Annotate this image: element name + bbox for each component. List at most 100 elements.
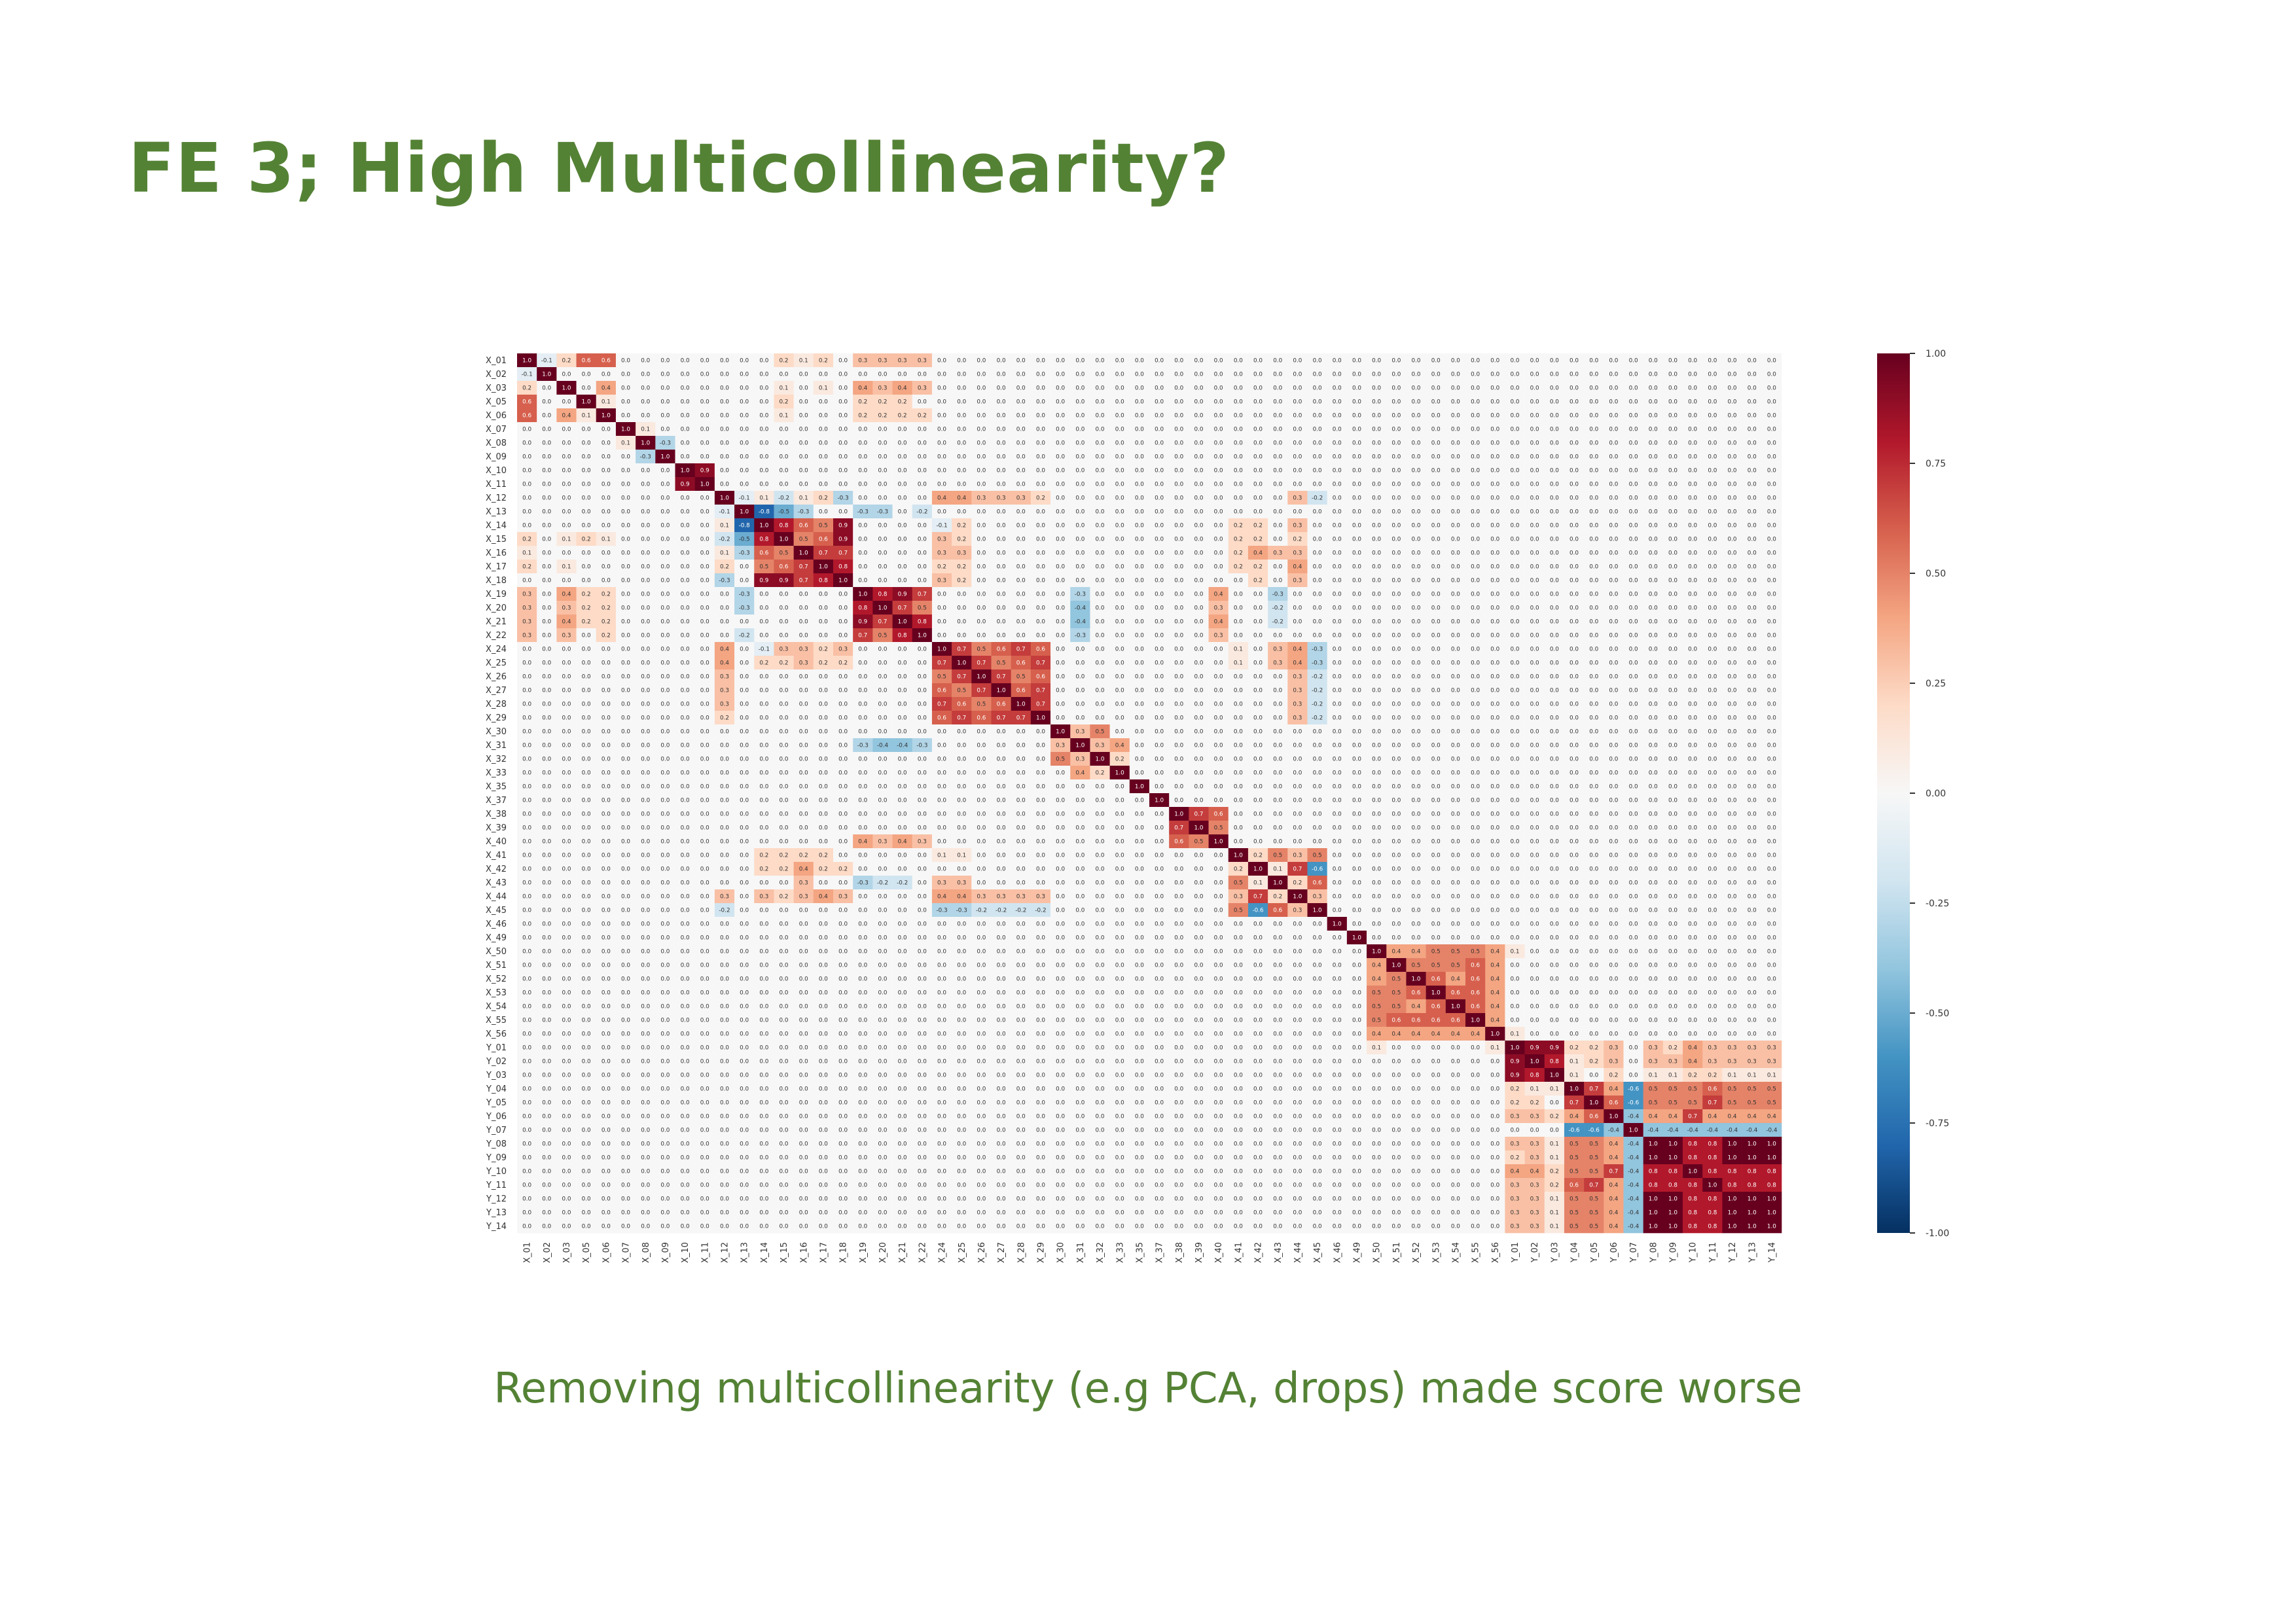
heatmap-cell — [853, 395, 873, 409]
heatmap-cell-label: 0.0 — [838, 757, 848, 763]
heatmap-cell-label: 0.0 — [1096, 647, 1105, 653]
heatmap-cell-label: 0.0 — [740, 399, 749, 406]
heatmap-cell-label: 0.0 — [1391, 688, 1401, 694]
heatmap-cell-label: 0.0 — [681, 660, 690, 667]
heatmap-cell — [655, 367, 675, 382]
heatmap-cell-label: 0.0 — [641, 633, 650, 639]
heatmap-cell-label: 0.0 — [1609, 509, 1618, 516]
heatmap-cell-label: 0.0 — [601, 784, 611, 791]
heatmap-cell-label: 0.0 — [1728, 399, 1737, 406]
heatmap-cell-label: 0.5 — [1194, 839, 1203, 846]
heatmap-cell-label: 1.0 — [1155, 798, 1164, 804]
heatmap-cell-label: 0.0 — [1333, 702, 1342, 708]
heatmap-cell-label: 0.0 — [542, 743, 551, 749]
heatmap-cell-label: 0.0 — [1649, 702, 1658, 708]
heatmap-cell-label: 0.0 — [799, 674, 808, 681]
heatmap-cell-label: 0.3 — [878, 839, 887, 846]
heatmap-cell-label: 0.0 — [1451, 537, 1460, 543]
heatmap-cell-label: 0.0 — [1174, 372, 1183, 378]
heatmap-cell-label: 0.0 — [522, 880, 531, 887]
heatmap-cell — [1149, 367, 1170, 382]
heatmap-cell-label: 0.0 — [621, 592, 630, 598]
heatmap-cell — [1702, 367, 1723, 382]
heatmap-cell-label: 0.0 — [660, 482, 670, 488]
heatmap-cell-label: 0.0 — [1016, 454, 1026, 461]
heatmap-cell-label: 0.0 — [1194, 715, 1203, 722]
heatmap-cell-label: 0.0 — [1589, 770, 1598, 777]
heatmap-cell-label: 0.0 — [838, 592, 848, 598]
heatmap-cell — [1090, 367, 1110, 382]
heatmap-cell-label: 0.0 — [1510, 647, 1519, 653]
heatmap-cell-label: 0.0 — [1629, 880, 1638, 887]
heatmap-cell-label: 0.0 — [740, 688, 749, 694]
heatmap-cell-label: 0.0 — [1036, 853, 1045, 859]
heatmap-cell — [734, 381, 755, 395]
heatmap-cell-label: 0.3 — [562, 605, 571, 612]
heatmap-cell-label: -0.2 — [1272, 605, 1283, 612]
heatmap-cell-label: 0.0 — [1096, 605, 1105, 612]
heatmap-cell-label: 0.0 — [957, 592, 966, 598]
heatmap-cell-label: 0.0 — [1629, 550, 1638, 557]
heatmap-cell-label: 0.0 — [1234, 605, 1243, 612]
heatmap-cell-label: 0.0 — [819, 427, 828, 433]
heatmap-cell-label: 0.0 — [997, 385, 1006, 392]
heatmap-cell-label: 0.0 — [601, 564, 611, 571]
heatmap-cell-label: 0.0 — [1767, 619, 1776, 626]
heatmap-cell-label: 0.0 — [700, 743, 709, 749]
heatmap-cell-label: 0.0 — [1412, 702, 1421, 708]
heatmap-cell-label: 0.2 — [957, 564, 966, 571]
heatmap-cell-label: 0.3 — [957, 550, 966, 557]
heatmap-cell-label: 0.0 — [1451, 523, 1460, 529]
heatmap-cell-label: 0.0 — [1273, 702, 1282, 708]
heatmap-cell-label: 0.0 — [1510, 509, 1519, 516]
heatmap-cell-label: 0.0 — [1273, 564, 1282, 571]
heatmap-cell-label: 0.0 — [1609, 523, 1618, 529]
heatmap-cell-label: 0.0 — [1589, 495, 1598, 502]
heatmap-cell-label: 0.0 — [1253, 468, 1263, 474]
heatmap-cell-label: 1.0 — [700, 482, 709, 488]
heatmap-cell-label: 0.3 — [878, 385, 887, 392]
heatmap-cell-label: 0.0 — [1234, 702, 1243, 708]
heatmap-cell-label: 0.4 — [937, 495, 946, 502]
heatmap-cell-label: 0.0 — [1214, 647, 1223, 653]
heatmap-cell-label: 0.1 — [957, 853, 966, 859]
heatmap-cell-label: 0.0 — [542, 647, 551, 653]
heatmap-cell-label: 0.0 — [1391, 770, 1401, 777]
heatmap-cell-label: 1.0 — [562, 385, 571, 392]
heatmap-cell-label: 0.0 — [1155, 674, 1164, 681]
heatmap-cell-label: 0.0 — [1016, 633, 1026, 639]
heatmap-cell-label: 0.0 — [641, 825, 650, 832]
heatmap-cell — [774, 353, 794, 368]
heatmap-cell-label: 0.3 — [799, 660, 808, 667]
heatmap-cell — [991, 353, 1011, 368]
heatmap-cell-label: 0.0 — [542, 550, 551, 557]
heatmap-cell-label: 0.0 — [1767, 688, 1776, 694]
heatmap-cell — [694, 395, 715, 409]
heatmap-cell-label: 0.0 — [542, 825, 551, 832]
heatmap-cell-label: 0.5 — [780, 550, 789, 557]
heatmap-cell-label: 0.0 — [1155, 853, 1164, 859]
heatmap-cell-label: 0.3 — [1293, 715, 1302, 722]
heatmap-cell-label: 0.0 — [858, 825, 867, 832]
heatmap-cell-label: 0.0 — [1490, 372, 1499, 378]
heatmap-cell — [1050, 381, 1071, 395]
heatmap-cell-label: 0.0 — [1471, 619, 1480, 626]
heatmap-cell-label: 0.0 — [1490, 647, 1499, 653]
heatmap-cell-label: 0.0 — [1056, 399, 1065, 406]
heatmap-cell-label: 0.0 — [1530, 866, 1539, 873]
heatmap-cell-label: 0.0 — [601, 660, 611, 667]
heatmap-cell-label: 0.0 — [1570, 523, 1579, 529]
heatmap-cell-label: 0.0 — [759, 619, 768, 626]
heatmap-cell-label: 0.7 — [1194, 812, 1203, 818]
heatmap-cell-label: 0.0 — [542, 509, 551, 516]
heatmap-cell-label: 0.0 — [1649, 509, 1658, 516]
heatmap-cell-label: 0.3 — [1293, 495, 1302, 502]
heatmap-cell-label: 0.0 — [1135, 866, 1144, 873]
heatmap-cell-label: 0.0 — [957, 468, 966, 474]
heatmap-cell-label: 0.0 — [1589, 385, 1598, 392]
heatmap-cell-label: 0.0 — [878, 564, 887, 571]
heatmap-cell-label: 0.0 — [1096, 674, 1105, 681]
heatmap-cell-label: 0.0 — [799, 592, 808, 598]
heatmap-cell-label: 0.0 — [522, 715, 531, 722]
heatmap-cell-label: 0.0 — [1570, 550, 1579, 557]
